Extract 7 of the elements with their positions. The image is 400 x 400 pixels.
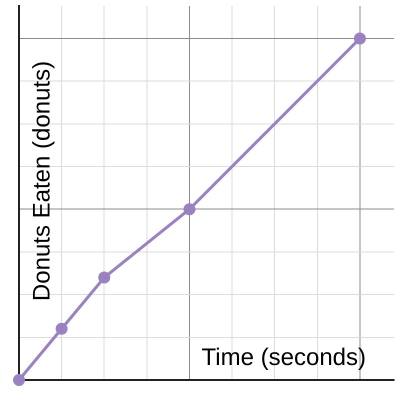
point [98, 272, 110, 284]
point [183, 203, 196, 216]
point [13, 374, 25, 386]
x-axis-title: Time (seconds) [202, 344, 366, 371]
point [354, 32, 366, 44]
y-axis-title: Donuts Eaten (donuts) [28, 60, 56, 302]
point [56, 322, 68, 335]
